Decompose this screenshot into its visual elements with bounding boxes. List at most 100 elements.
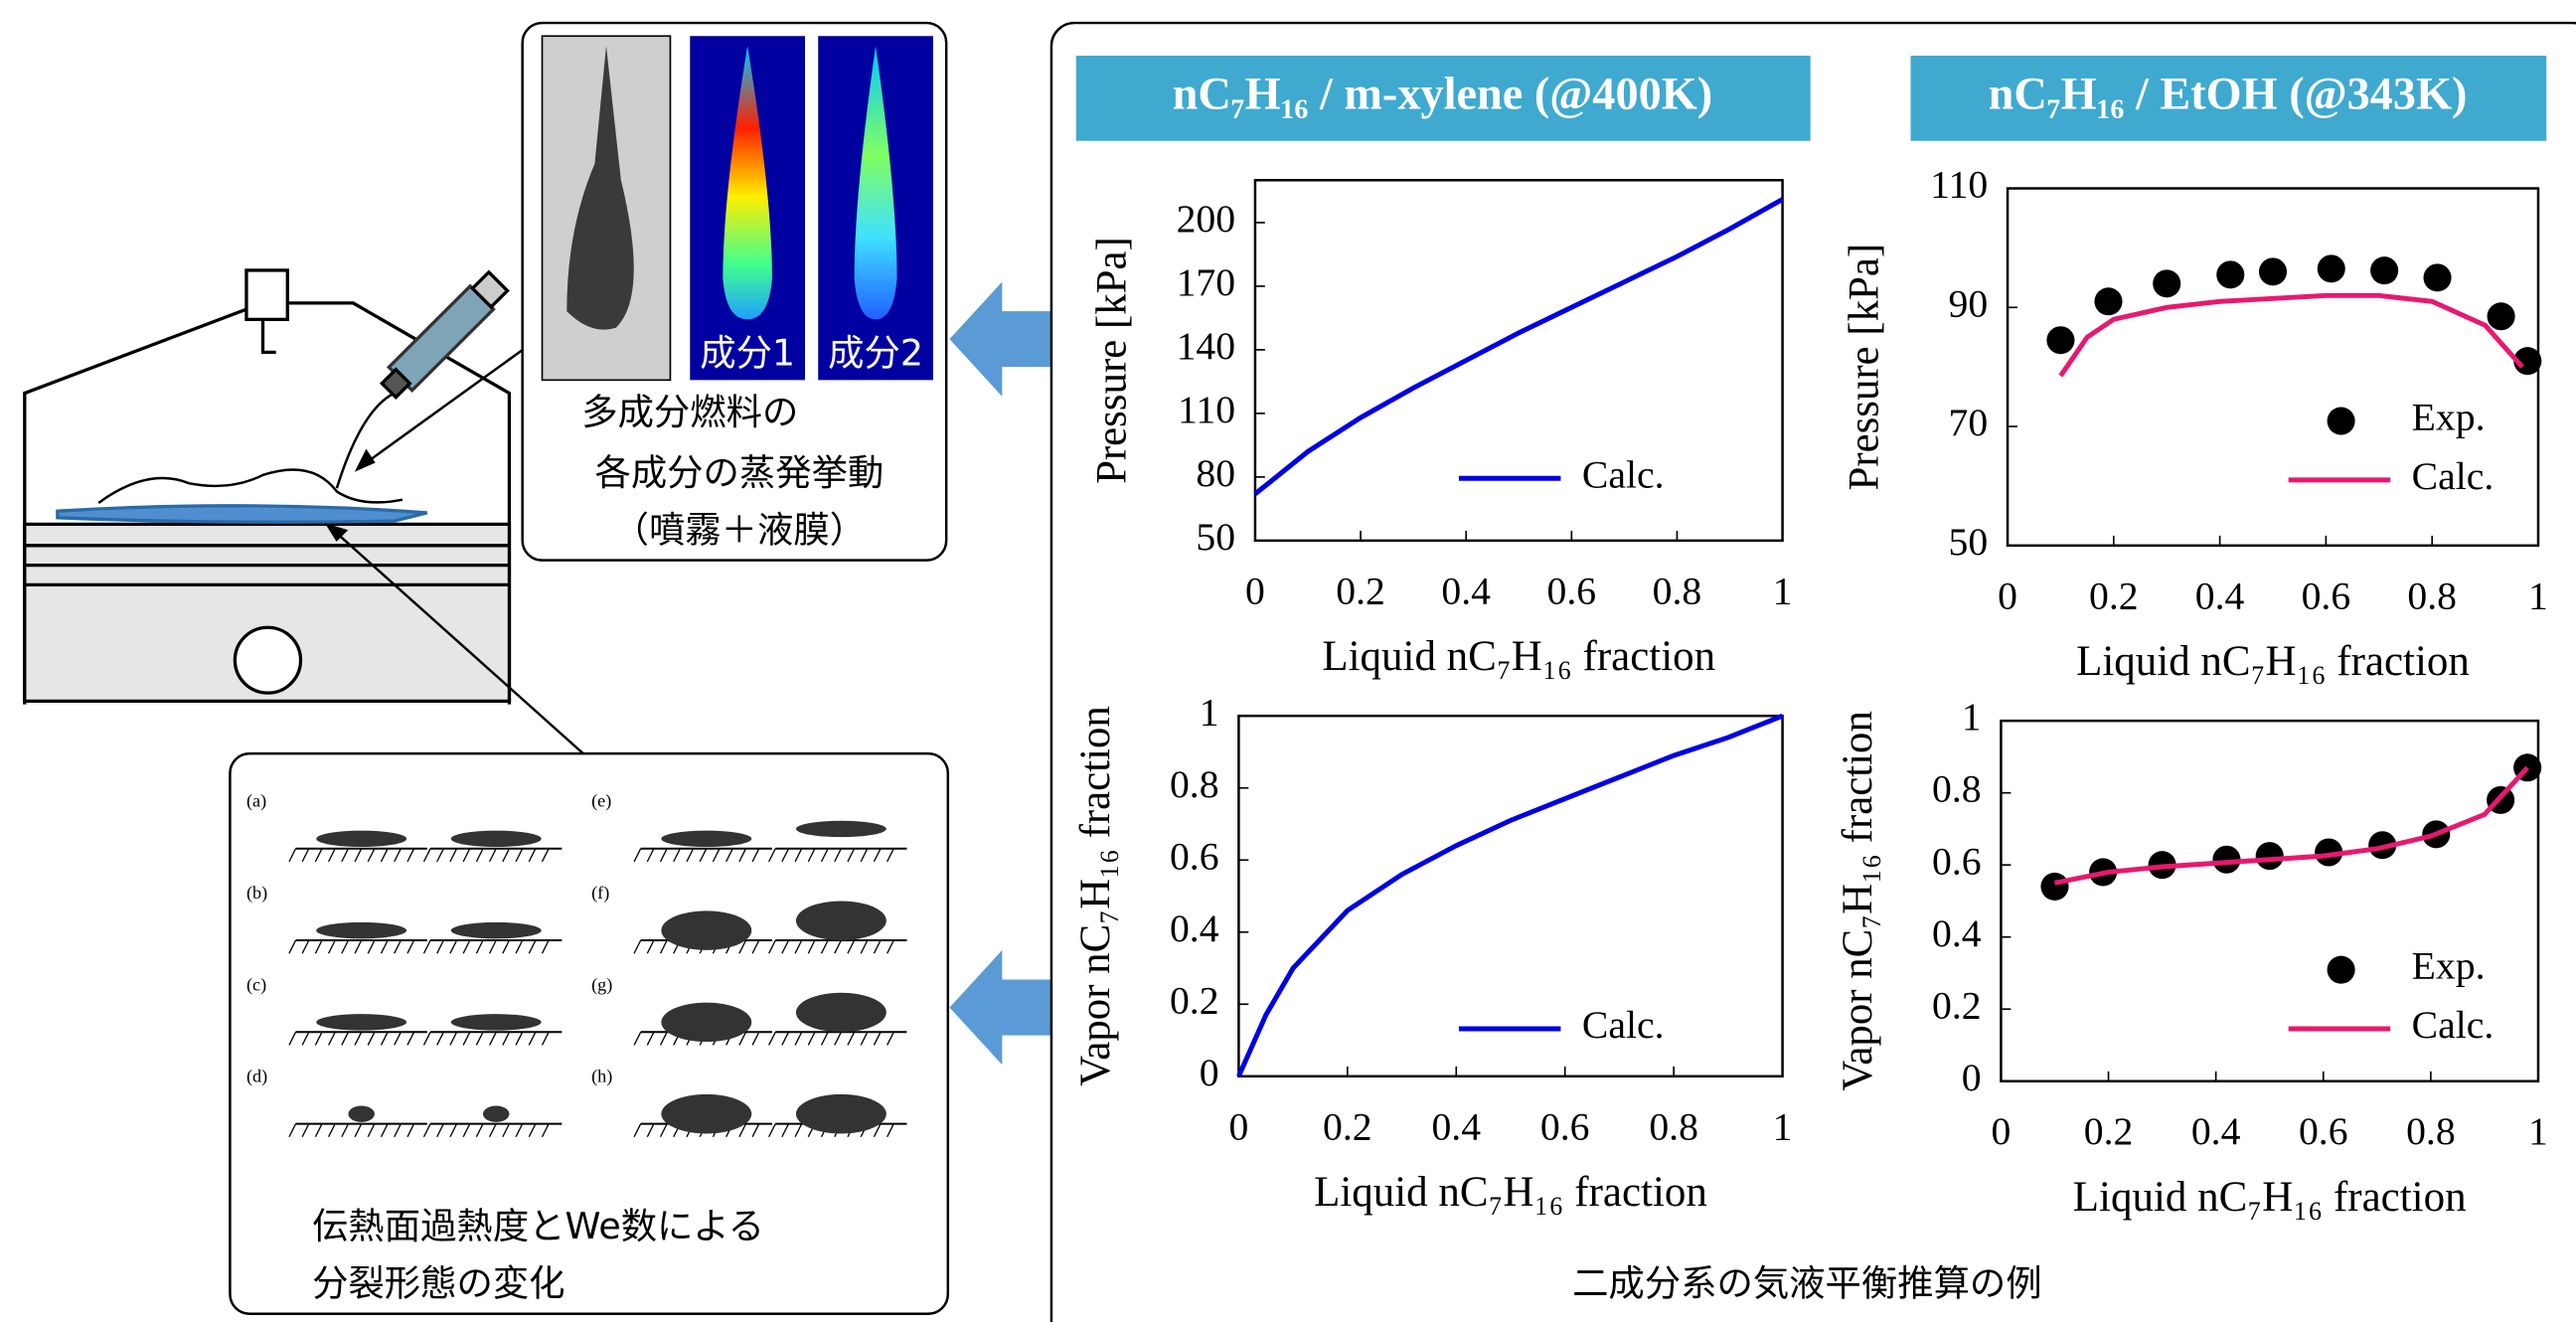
droplet (796, 1094, 886, 1134)
x-tick-label: 0.4 (2195, 574, 2245, 617)
y-tick-label: 110 (1930, 163, 1988, 207)
droplet (483, 1105, 509, 1121)
x-axis-label: Liquid nC₇H₁₆ fraction (1322, 633, 1715, 680)
data-point (2216, 260, 2244, 288)
droplet (796, 993, 886, 1033)
y-tick-label: 140 (1177, 324, 1236, 368)
droplet (316, 831, 406, 847)
data-point (2046, 326, 2074, 354)
data-point (2259, 257, 2287, 285)
legend-label: Exp. (2412, 944, 2486, 988)
x-tick-label: 1 (1773, 1104, 1793, 1148)
x-axis-label: Liquid nC₇H₁₆ fraction (1314, 1169, 1707, 1216)
y-tick-label: 70 (1949, 401, 1989, 444)
arrow (949, 281, 1050, 396)
y-tick-label: 0.4 (1932, 911, 1982, 955)
droplet (348, 1105, 374, 1121)
droplet (661, 831, 751, 847)
panel-label: (f) (591, 883, 609, 904)
caption: 多成分燃料の (581, 391, 798, 433)
y-tick-label: 170 (1177, 260, 1236, 304)
y-tick-label: 0 (1200, 1051, 1219, 1094)
caption: 伝熱面過熱度とWe数による (312, 1205, 764, 1247)
panel-label: (g) (591, 974, 612, 995)
data-line (2054, 767, 2527, 883)
x-tick-label: 1 (1773, 569, 1793, 612)
panel-label: (c) (246, 974, 266, 995)
y-tick-label: 50 (1196, 515, 1235, 559)
y-tick-label: 80 (1196, 451, 1235, 495)
y-tick-label: 50 (1949, 520, 1989, 564)
legend-label: Calc. (2412, 454, 2495, 498)
plot-frame (1255, 180, 1783, 541)
caption: 分裂形態の変化 (312, 1262, 564, 1305)
droplet (796, 901, 886, 940)
panel-label: (d) (246, 1067, 267, 1087)
image-label: 成分2 (828, 332, 923, 375)
data-point (2094, 287, 2122, 315)
data-point (2370, 256, 2398, 284)
y-tick-label: 0.8 (1170, 762, 1219, 806)
y-axis-label: Pressure [kPa] (1088, 237, 1135, 484)
y-axis-label: Vapor nC₇H₁₆ fraction (1072, 706, 1119, 1086)
data-point (2153, 269, 2180, 297)
data-point (2040, 873, 2068, 901)
y-axis-label: Pressure [kPa] (1841, 244, 1887, 491)
panel-label: (h) (591, 1067, 612, 1087)
data-point (2423, 263, 2451, 291)
panel-label: (a) (246, 791, 266, 812)
y-tick-label: 0 (1962, 1056, 1982, 1099)
legend-marker (2328, 408, 2355, 435)
x-tick-label: 0.6 (2302, 574, 2351, 617)
x-tick-label: 0.6 (2299, 1109, 2348, 1153)
data-point (2488, 302, 2515, 330)
chart-title: nC₇H₁₆ / EtOH (@343K) (1989, 69, 2468, 119)
data-line (1238, 716, 1782, 1076)
y-tick-label: 0.8 (1932, 767, 1982, 811)
engine-diagram (25, 270, 583, 754)
x-tick-label: 0.8 (1653, 569, 1702, 612)
x-tick-label: 0 (1245, 569, 1265, 612)
x-axis-label: Liquid nC₇H₁₆ fraction (2076, 638, 2470, 685)
y-tick-label: 1 (1962, 695, 1982, 739)
x-tick-label: 1 (2528, 1109, 2548, 1153)
panel-label: (b) (246, 883, 267, 904)
y-axis-label: Vapor nC₇H₁₆ fraction (1835, 711, 1881, 1091)
y-tick-label: 1 (1200, 690, 1219, 734)
legend-marker (2328, 956, 2355, 984)
x-tick-label: 0.2 (2084, 1109, 2134, 1153)
droplet (316, 1014, 406, 1030)
x-tick-label: 0.4 (1431, 1104, 1481, 1148)
x-tick-label: 1 (2528, 574, 2548, 617)
x-tick-label: 0.6 (1540, 1104, 1590, 1148)
y-tick-label: 90 (1949, 281, 1989, 325)
legend-label: Exp. (2412, 396, 2486, 439)
x-tick-label: 0.8 (1649, 1104, 1698, 1148)
y-tick-label: 0.2 (1170, 978, 1219, 1022)
x-tick-label: 0.8 (2407, 574, 2457, 617)
x-tick-label: 0.4 (1441, 569, 1491, 612)
droplet (796, 821, 886, 837)
y-tick-label: 0.4 (1170, 907, 1219, 950)
image-label: 成分1 (700, 332, 795, 375)
y-tick-label: 0.6 (1932, 839, 1982, 883)
data-line (1255, 199, 1783, 493)
x-tick-label: 0 (1992, 1109, 2012, 1153)
x-tick-label: 0 (1228, 1104, 1248, 1148)
x-tick-label: 0.2 (2089, 574, 2139, 617)
droplet (451, 922, 542, 938)
droplet (661, 910, 751, 950)
x-tick-label: 0.2 (1336, 569, 1385, 612)
y-tick-label: 0.2 (1932, 983, 1982, 1027)
page: {"chart_data": [ {"type": "line", "title… (0, 0, 2576, 1322)
y-tick-label: 110 (1178, 388, 1235, 431)
legend-label: Calc. (1582, 1003, 1665, 1047)
legend-label: Calc. (1582, 452, 1665, 496)
data-line (2060, 295, 2522, 376)
data-point (2318, 254, 2345, 282)
x-tick-label: 0.4 (2191, 1109, 2241, 1153)
y-tick-label: 200 (1177, 197, 1236, 241)
droplet (451, 1014, 542, 1030)
legend-label: Calc. (2412, 1003, 2495, 1047)
droplet (661, 1003, 751, 1043)
